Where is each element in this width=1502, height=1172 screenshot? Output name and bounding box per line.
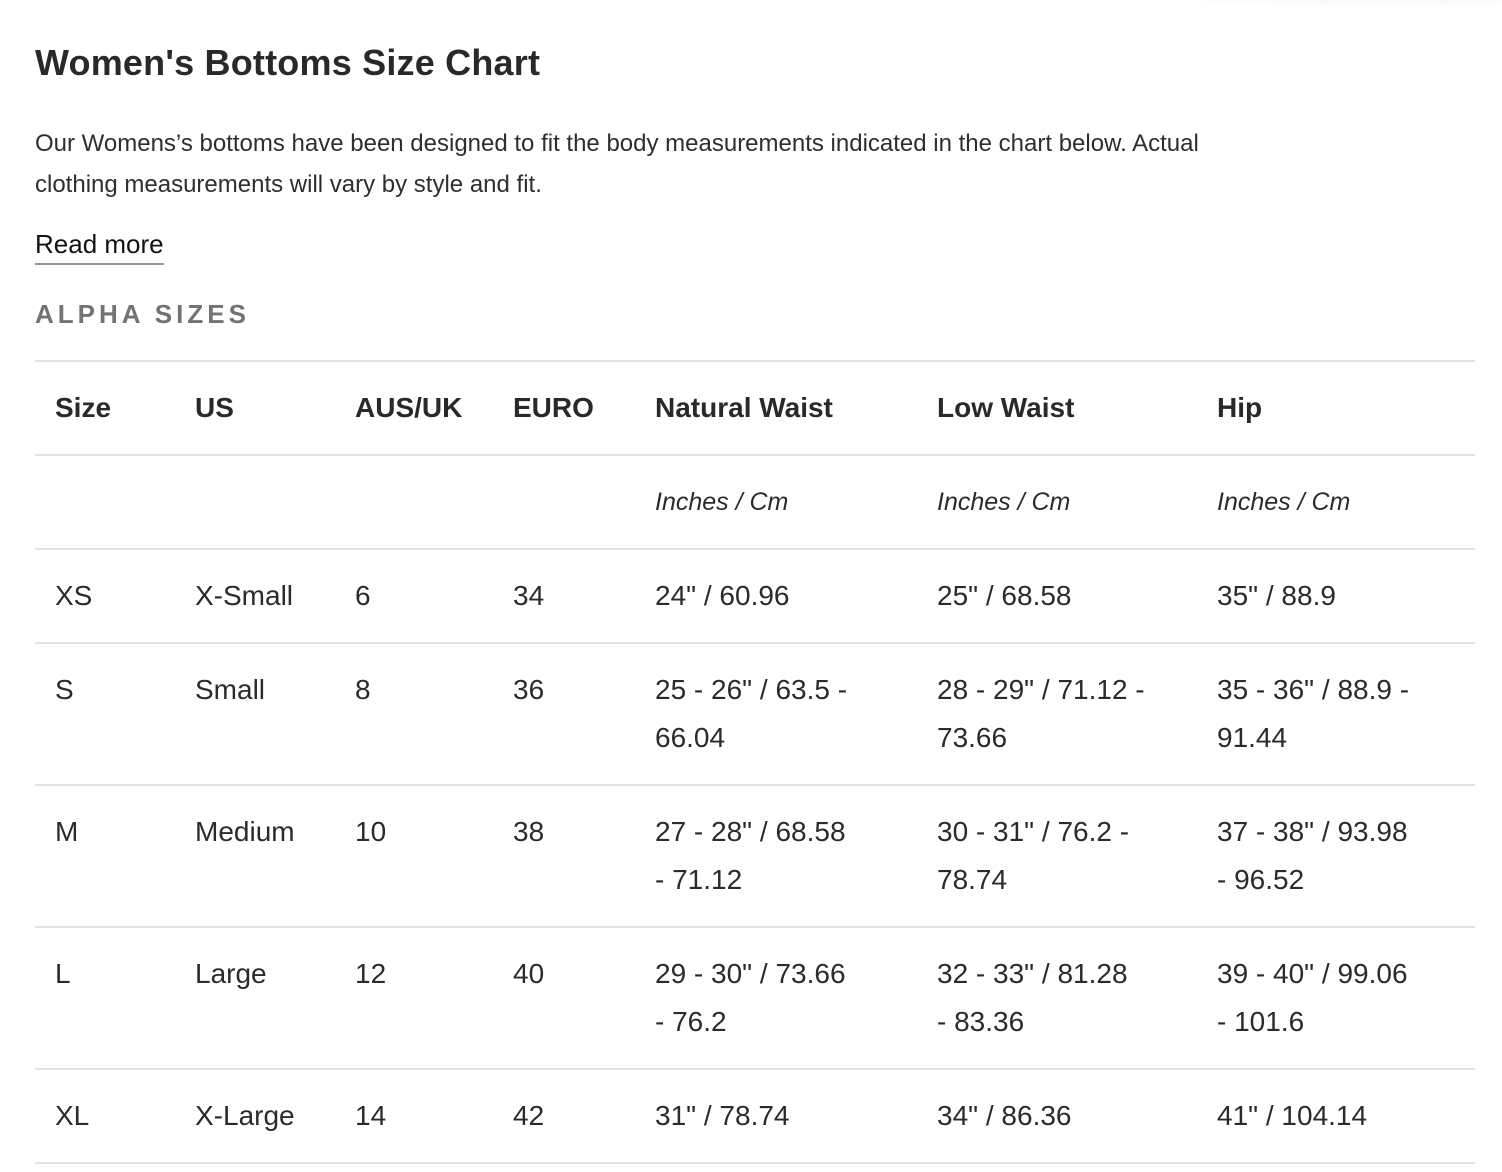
units-row: Inches / Cm Inches / Cm Inches / Cm (35, 455, 1475, 549)
column-header-size: Size (55, 392, 112, 423)
cell-size: S (55, 674, 74, 705)
table-row-m: M Medium 10 38 27 - 28" / 68.58 - 71.12 … (35, 785, 1475, 927)
cell-low-waist: 34" / 86.36 (937, 1100, 1072, 1131)
units-cell (335, 455, 493, 549)
cell-euro: 42 (513, 1100, 545, 1131)
description-text: Our Womens’s bottoms have been designed … (35, 130, 1199, 198)
cell-aus-uk: 8 (355, 674, 371, 705)
cell-euro: 34 (513, 580, 545, 611)
column-header-us: US (195, 392, 234, 423)
cell-natural-waist: 24" / 60.96 (655, 580, 790, 611)
cell-hip: 35 - 36" / 88.9 - 91.44 (1217, 674, 1410, 753)
table-row-l: L Large 12 40 29 - 30" / 73.66 - 76.2 32… (35, 927, 1475, 1069)
page-title: Women's Bottoms Size Chart (35, 42, 541, 83)
cell-us: X-Small (195, 580, 294, 611)
cell-us: Small (195, 674, 266, 705)
cell-hip: 37 - 38" / 93.98 - 96.52 (1217, 816, 1408, 895)
cell-size: L (55, 958, 71, 989)
cell-euro: 40 (513, 958, 545, 989)
cell-aus-uk: 10 (355, 816, 387, 847)
cell-size: XL (55, 1100, 90, 1131)
table-row-s: S Small 8 36 25 - 26" / 63.5 - 66.04 28 … (35, 643, 1475, 785)
read-more-link[interactable]: Read more (35, 229, 164, 265)
cell-us: Medium (195, 816, 295, 847)
section-heading-alpha-sizes: ALPHA SIZES (35, 299, 250, 329)
cell-low-waist: 28 - 29" / 71.12 - 73.66 (937, 674, 1145, 753)
column-header-euro: EURO (513, 392, 594, 423)
cell-hip: 39 - 40" / 99.06 - 101.6 (1217, 958, 1408, 1037)
cell-hip: 35" / 88.9 (1217, 580, 1336, 611)
column-header-natural-waist: Natural Waist (655, 392, 833, 423)
column-header-hip: Hip (1217, 392, 1263, 423)
cell-euro: 38 (513, 816, 545, 847)
size-chart-table: Size US AUS/UK EURO Natural Waist Low Wa… (35, 360, 1475, 1164)
units-cell-hip: Inches / Cm (1217, 488, 1351, 516)
units-cell (493, 455, 635, 549)
cell-natural-waist: 29 - 30" / 73.66 - 76.2 (655, 958, 846, 1037)
cell-euro: 36 (513, 674, 545, 705)
units-cell-natural-waist: Inches / Cm (655, 488, 789, 516)
cell-us: Large (195, 958, 267, 989)
cell-low-waist: 25" / 68.58 (937, 580, 1072, 611)
cell-aus-uk: 6 (355, 580, 371, 611)
units-cell (175, 455, 335, 549)
units-cell (35, 455, 175, 549)
cell-natural-waist: 31" / 78.74 (655, 1100, 790, 1131)
table-row-xs: XS X-Small 6 34 24" / 60.96 25" / 68.58 … (35, 549, 1475, 643)
table-row-xl: XL X-Large 14 42 31" / 78.74 34" / 86.36… (35, 1069, 1475, 1163)
column-header-low-waist: Low Waist (937, 392, 1075, 423)
column-header-aus-uk: AUS/UK (355, 392, 463, 423)
read-more-row: Read more (35, 229, 1468, 265)
cell-natural-waist: 27 - 28" / 68.58 - 71.12 (655, 816, 846, 895)
cell-us: X-Large (195, 1100, 295, 1131)
units-cell-low-waist: Inches / Cm (937, 488, 1071, 516)
cell-natural-waist: 25 - 26" / 63.5 - 66.04 (655, 674, 848, 753)
cell-size: XS (55, 580, 93, 611)
cell-size: M (55, 816, 79, 847)
cell-aus-uk: 12 (355, 958, 387, 989)
cell-aus-uk: 14 (355, 1100, 387, 1131)
header-row: Size US AUS/UK EURO Natural Waist Low Wa… (35, 361, 1475, 455)
cell-low-waist: 30 - 31" / 76.2 - 78.74 (937, 816, 1130, 895)
cell-hip: 41" / 104.14 (1217, 1100, 1368, 1131)
cell-low-waist: 32 - 33" / 81.28 - 83.36 (937, 958, 1128, 1037)
